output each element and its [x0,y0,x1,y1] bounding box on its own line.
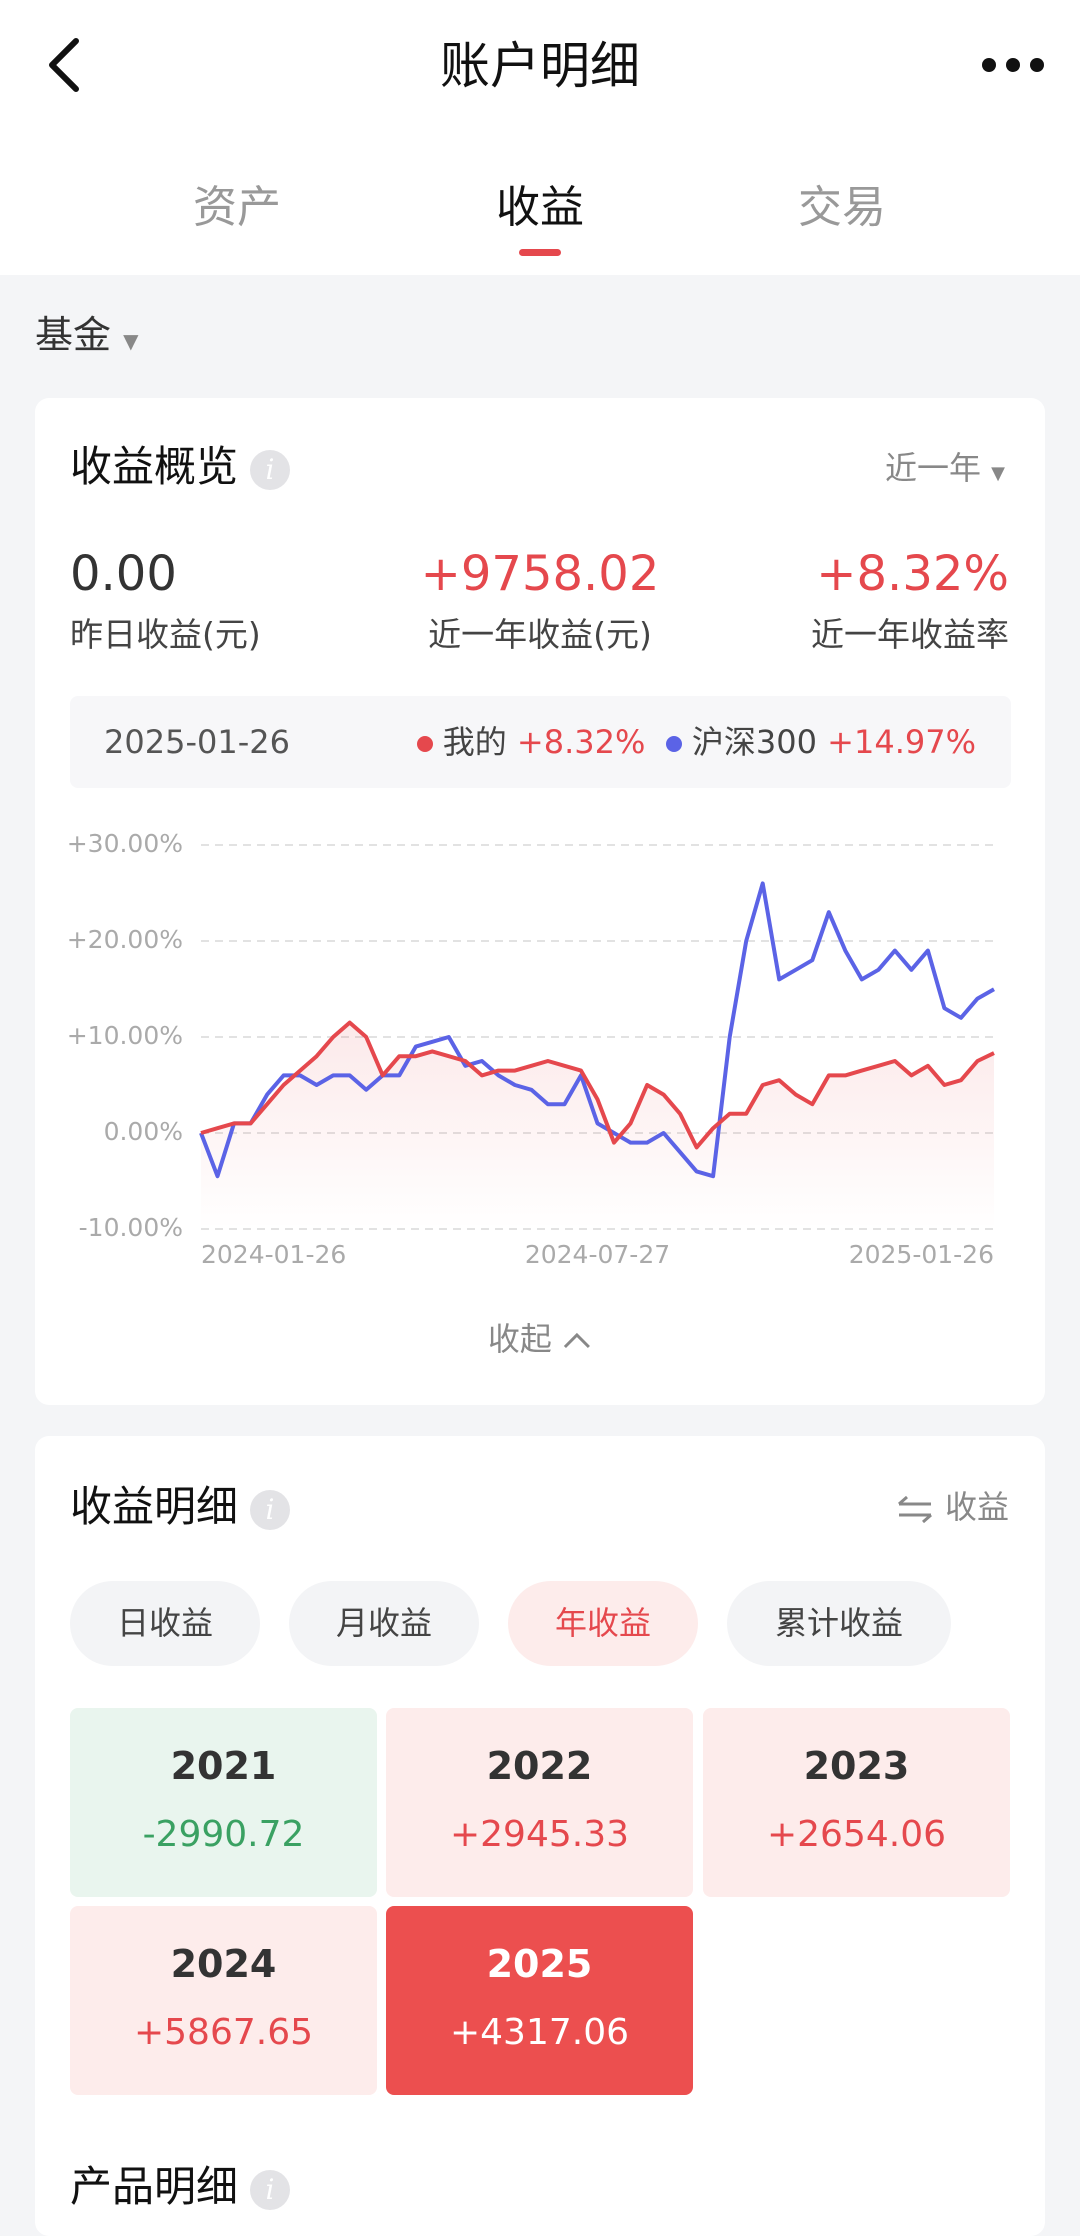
year-value: +5867.65 [133,2012,314,2053]
stat-label: 近一年收益率 [811,615,1009,654]
y-tick-label: -10.00% [79,1213,183,1242]
series-line [200,1020,995,1150]
tab[interactable]: 交易 [798,182,886,233]
year: 2025 [486,1942,593,1986]
stat-label: 近一年收益(元) [428,615,652,654]
year-tile[interactable]: 2025 +4317.06 [386,1906,693,2095]
stat-value: +8.32% [816,546,1009,602]
x-tick-label: 2024-01-26 [201,1240,346,1269]
tab[interactable]: 收益 [496,182,584,233]
year: 2023 [803,1744,910,1788]
toggle-label: 收益 [944,1488,1009,1526]
date-row: 2025-01-26 我的 +8.32% 沪深300 +14.97% [70,696,1011,788]
year-value: +2654.06 [766,1814,947,1855]
toggle-button[interactable]: 收益 [895,1484,1009,1530]
swap-icon [897,1495,932,1524]
year-value: -2990.72 [142,1814,305,1855]
chart: +30.00% +20.00% +10.00% 0.00% -10.00% 2024-01… [67,829,995,1269]
year: 2022 [486,1744,593,1788]
legend-value: +14.97% [827,723,976,761]
legend-dot [416,736,433,752]
year-tile[interactable]: 2022 +2945.33 [386,1708,693,1897]
section-title: 收益概览 i [70,440,291,494]
overview-card [35,398,1045,1405]
info-icon[interactable]: i [250,449,291,490]
info-icon[interactable]: i [250,2169,291,2210]
page-title: 账户明细 [440,37,640,95]
x-tick-label: 2025-01-26 [849,1240,994,1269]
year-tile[interactable]: 2024 +5867.65 [70,1906,377,2095]
filter-pill[interactable]: 累计收益 [727,1581,951,1666]
year: 2021 [170,1744,277,1788]
year-tile[interactable]: 2023 +2654.06 [703,1708,1010,1897]
tab[interactable]: 资产 [193,182,281,233]
section-title-text: 产品明细 [70,2162,239,2211]
stat-label: 昨日收益(元) [70,615,261,654]
caret: ▼ [123,329,139,353]
legend: 我的 +8.32% 沪深300 +14.97% [416,718,976,766]
section-title-text: 收益概览 [70,442,239,491]
top-bar [0,0,1080,275]
series-line [199,881,995,1179]
more-button[interactable] [980,55,1046,75]
legend-value: +8.32% [516,723,646,761]
year-value: +4317.06 [449,2012,630,2053]
period-dropdown[interactable]: 近一年 ▼ [885,446,1005,496]
caret: ▼ [991,463,1005,484]
filter-label: 基金 [35,313,112,357]
period-label: 近一年 [884,449,981,487]
stat-value: 0.00 [70,546,177,602]
legend-dot [665,736,682,752]
tab-indicator [519,249,561,256]
legend-name: 我的 [442,723,507,761]
year: 2024 [170,1942,277,1986]
y-tick-label: +20.00% [67,925,183,954]
section-title: 收益明细 i [70,1480,291,1534]
year-value: +2945.33 [449,1814,630,1855]
info-icon[interactable]: i [250,1489,291,1530]
y-tick-label: 0.00% [104,1117,183,1146]
filter-pill[interactable]: 日收益 [70,1581,260,1666]
legend-name: 沪深300 [691,723,817,761]
y-tick-label: +30.00% [67,829,183,858]
x-tick-label: 2024-07-27 [525,1240,670,1269]
collapse-button[interactable]: 收起 [488,1316,592,1362]
back-button[interactable] [40,35,90,95]
collapse-label: 收起 [487,1320,552,1358]
chevron-up [564,1332,591,1349]
filter-dropdown[interactable]: 基金 ▼ [35,310,139,366]
section-title: 产品明细 i [70,2160,291,2214]
stat-value: +9758.02 [420,546,660,602]
date: 2025-01-26 [104,723,290,761]
filter-pill[interactable]: 年收益 [508,1581,698,1666]
filter-pill[interactable]: 月收益 [289,1581,479,1666]
year-tile[interactable]: 2021 -2990.72 [70,1708,377,1897]
section-title-text: 收益明细 [70,1482,239,1531]
y-tick-label: +10.00% [67,1021,183,1050]
